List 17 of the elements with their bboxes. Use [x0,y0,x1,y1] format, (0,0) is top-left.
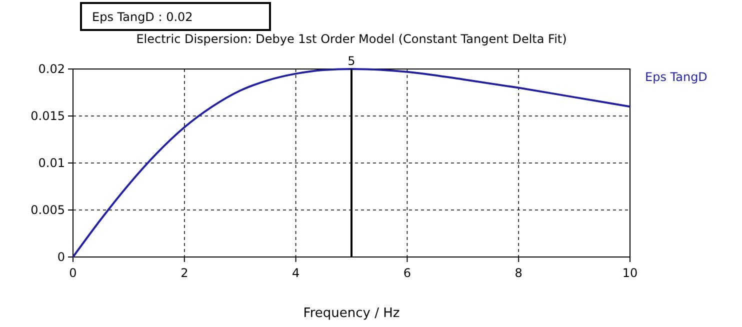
x-tick-label: 8 [514,266,522,280]
x-tick-label: 6 [403,266,412,280]
ref-line-label: 5 [348,54,356,68]
line-series [72,68,631,258]
y-tick-label: 0 [57,250,65,264]
y-tick-label: 0.005 [30,203,65,217]
x-axis-title: Frequency / Hz [303,306,400,321]
x-tick-label: 4 [292,266,300,280]
x-tick-label: 0 [69,266,77,280]
x-tick-label: 2 [180,266,188,280]
text: Eps TangD : 0.02 [92,10,193,24]
y-tick-label: 0.015 [30,109,65,123]
y-tick-label: 0.02 [38,62,65,76]
x-tick-label: 10 [622,266,638,280]
text: Eps TangD [645,70,708,84]
y-tick-label: 0.01 [38,156,65,170]
chart-title: Electric Dispersion: Debye 1st Order Model (Constant Tangent Delta Fit) [136,32,567,46]
